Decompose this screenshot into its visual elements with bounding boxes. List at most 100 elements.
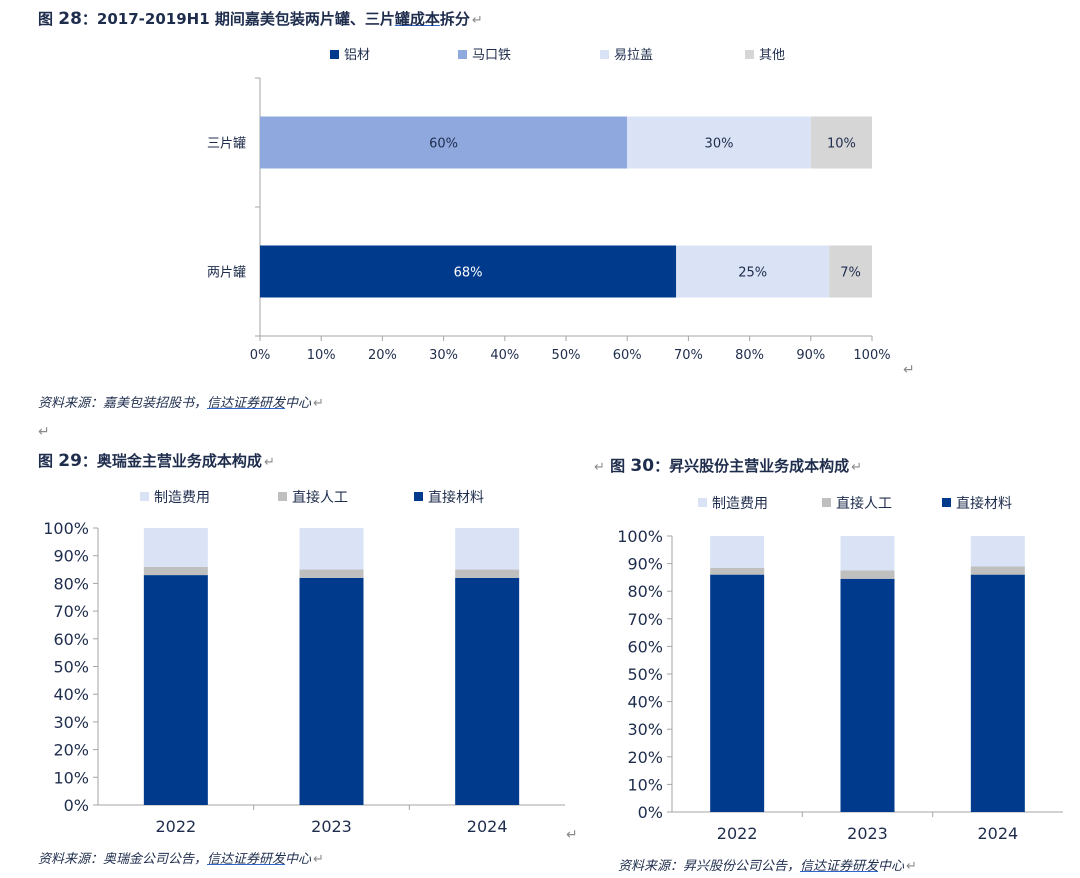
- legend-swatch: [140, 492, 149, 501]
- legend-label: 铝材: [344, 48, 370, 63]
- y-tick-label: 100%: [617, 527, 663, 546]
- x-tick-label: 0%: [250, 348, 271, 363]
- figure-prefix: 图: [38, 10, 54, 28]
- data-label: 60%: [429, 137, 458, 152]
- source-text: 资料来源：昇兴股份公司公告，: [618, 859, 801, 874]
- legend-swatch: [278, 492, 287, 501]
- x-tick-label: 70%: [674, 348, 703, 363]
- bar-segment: [455, 528, 520, 570]
- source-underlined: 信达证券研发: [207, 396, 286, 411]
- source-text: 资料来源：嘉美包装招股书，: [38, 396, 208, 411]
- x-tick-label: 80%: [735, 348, 764, 363]
- legend-label: 马口铁: [472, 48, 511, 63]
- figure-title-text: ：昇兴股份主营业务成本构成: [654, 457, 850, 475]
- legend-swatch: [745, 50, 754, 59]
- category-label: 两片罐: [207, 266, 246, 281]
- y-tick-label: 70%: [627, 610, 663, 629]
- y-tick-label: 60%: [53, 630, 89, 649]
- source-suffix: 中心: [285, 396, 312, 411]
- figure-29-source: 资料来源：奥瑞金公司公告，信达证券研发中心 ↵: [38, 848, 324, 867]
- data-label: 68%: [454, 266, 483, 281]
- y-tick-label: 50%: [627, 665, 663, 684]
- y-tick-label: 30%: [53, 713, 89, 732]
- return-mark: ↵: [263, 455, 275, 470]
- x-tick-label: 10%: [307, 348, 336, 363]
- y-tick-label: 60%: [627, 637, 663, 656]
- figure-30-title: ↵ 图 30：昇兴股份主营业务成本构成 ↵: [592, 455, 862, 476]
- data-label: 25%: [738, 266, 767, 281]
- source-suffix: 中心: [285, 852, 312, 867]
- figure-number: 30: [630, 456, 655, 476]
- y-tick-label: 100%: [43, 519, 89, 538]
- x-tick-label: 30%: [429, 348, 458, 363]
- return-mark: ↵: [903, 362, 915, 378]
- bar-segment: [260, 116, 628, 169]
- figure-30-source: 资料来源：昇兴股份公司公告，信达证券研发中心 ↵: [618, 855, 917, 874]
- x-tick-label: 2023: [847, 824, 888, 843]
- data-label: 10%: [827, 137, 856, 152]
- y-tick-label: 90%: [53, 547, 89, 566]
- return-mark: ↵: [851, 460, 862, 475]
- figure-28-title: 图 28：2017-2019H1 期间嘉美包装两片罐、三片罐成本拆分 ↵: [38, 8, 483, 29]
- bar-segment: [455, 577, 520, 805]
- x-tick-label: 20%: [368, 348, 397, 363]
- x-tick-label: 2022: [717, 824, 758, 843]
- source-underlined: 信达证券研发: [800, 859, 879, 874]
- source-underlined: 信达证券研发: [207, 852, 286, 867]
- bar-segment: [710, 574, 765, 812]
- bar-segment: [840, 578, 895, 812]
- figure-title-text: ：奥瑞金主营业务成本构成: [81, 452, 262, 470]
- bar-segment: [840, 536, 895, 571]
- category-label: 三片罐: [207, 137, 246, 152]
- x-tick-label: 2022: [155, 817, 196, 836]
- source-text: 资料来源：奥瑞金公司公告，: [38, 852, 208, 867]
- bar-segment: [299, 569, 364, 578]
- data-label: 30%: [705, 137, 734, 152]
- y-tick-label: 50%: [53, 658, 89, 677]
- return-mark: ↵: [594, 460, 605, 475]
- figure-prefix: 图: [610, 457, 626, 475]
- bar-segment: [840, 570, 895, 579]
- return-mark: ↵: [313, 852, 324, 867]
- bar-segment: [260, 245, 677, 298]
- bar-segment: [829, 245, 872, 298]
- legend-label: 直接人工: [292, 489, 348, 506]
- legend-swatch: [600, 50, 609, 59]
- return-mark: ↵: [566, 827, 578, 843]
- legend-label: 制造费用: [154, 490, 210, 506]
- return-mark: ↵: [313, 396, 324, 411]
- bar-segment: [627, 116, 811, 169]
- y-tick-label: 20%: [627, 748, 663, 767]
- y-tick-label: 0%: [638, 803, 663, 822]
- legend-label: 直接人工: [836, 495, 892, 512]
- return-mark: ↵: [38, 424, 50, 440]
- bar-segment: [143, 566, 208, 576]
- bar-segment: [455, 569, 520, 578]
- bar-segment: [299, 528, 364, 570]
- legend-swatch: [822, 498, 831, 507]
- x-tick-label: 90%: [796, 348, 825, 363]
- legend-label: 制造费用: [712, 496, 768, 512]
- x-tick-label: 2023: [311, 817, 352, 836]
- legend-swatch: [330, 50, 339, 59]
- figure-29-title: 图 29：奥瑞金主营业务成本构成 ↵: [38, 450, 275, 471]
- legend-label: 直接材料: [956, 495, 1012, 512]
- legend-swatch: [942, 498, 951, 507]
- legend-swatch: [414, 492, 423, 501]
- figure-number: 28: [58, 9, 82, 29]
- y-tick-label: 10%: [53, 768, 89, 787]
- y-tick-label: 80%: [53, 574, 89, 593]
- x-tick-label: 50%: [552, 348, 581, 363]
- y-tick-label: 70%: [53, 602, 89, 621]
- y-tick-label: 80%: [627, 582, 663, 601]
- figure-title-underlined: 罐成本: [394, 10, 440, 28]
- y-tick-label: 10%: [627, 775, 663, 794]
- legend-label: 直接材料: [428, 489, 484, 506]
- x-tick-label: 2024: [977, 824, 1018, 843]
- x-tick-label: 40%: [490, 348, 519, 363]
- y-tick-label: 30%: [627, 720, 663, 739]
- bar-segment: [970, 536, 1025, 567]
